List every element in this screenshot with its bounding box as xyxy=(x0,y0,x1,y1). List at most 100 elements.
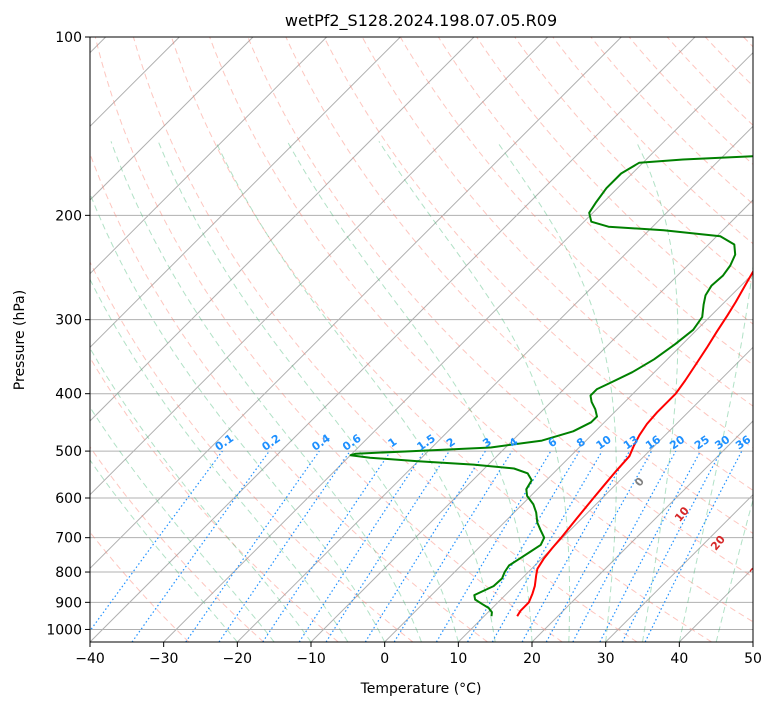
y-tick-label: 600 xyxy=(55,491,82,507)
isotherm-line xyxy=(310,199,753,642)
chart-title: wetPf2_S128.2024.198.07.05.R09 xyxy=(285,11,557,31)
mixing-ratio-line xyxy=(466,450,580,642)
dry-adiabat-line xyxy=(514,37,753,285)
mixing-ratio-line xyxy=(435,450,552,642)
isotherm-line xyxy=(678,567,753,642)
mixing-ratio-line xyxy=(90,450,223,632)
dry-adiabat-line xyxy=(90,260,414,642)
dry-adiabat-line xyxy=(590,37,753,205)
mixing-ratio-label: 16 xyxy=(643,433,663,453)
moist-adiabat-line xyxy=(90,192,386,642)
moist-adiabat-line xyxy=(715,497,753,642)
isotherm-line xyxy=(90,37,549,496)
mixing-ratio-line xyxy=(644,450,743,642)
moist-adiabat-line xyxy=(90,406,275,642)
moist-adiabat-line xyxy=(90,278,349,642)
dry-adiabat-line xyxy=(90,531,190,642)
isotherm-line xyxy=(457,346,753,642)
mixing-ratio-line xyxy=(218,450,351,642)
mixing-ratio-line xyxy=(545,450,653,642)
x-axis-title: Temperature (°C) xyxy=(360,681,482,697)
dry-adiabat-line xyxy=(437,37,753,366)
y-tick-label: 800 xyxy=(55,565,82,581)
moist-adiabat-label: 30 xyxy=(747,559,767,579)
y-tick-label: 700 xyxy=(55,531,82,547)
dry-adiabat-line xyxy=(666,37,753,126)
moist-adiabat-line xyxy=(678,263,753,642)
mixing-ratio-label: 10 xyxy=(594,433,614,453)
isotherm-line xyxy=(605,493,753,642)
isotherm-line xyxy=(531,420,753,642)
x-tick-label: 40 xyxy=(670,651,688,667)
y-axis-title: Pressure (hPa) xyxy=(12,290,28,390)
dry-adiabat-line xyxy=(285,37,753,535)
dry-adiabat-line xyxy=(743,37,753,48)
mixing-ratio-line xyxy=(364,450,486,642)
mixing-ratio-line xyxy=(393,450,513,642)
series-line-0 xyxy=(516,269,753,617)
moist-adiabat-line xyxy=(90,347,312,642)
mixing-ratio-line xyxy=(572,450,677,642)
moist-adiabat-line xyxy=(752,640,753,642)
plot-frame xyxy=(89,36,754,643)
mixing-ratio-label: 1 xyxy=(386,435,400,450)
y-tick-label: 500 xyxy=(55,444,82,460)
isotherm-line xyxy=(90,37,696,642)
dry-adiabat-line xyxy=(247,37,753,578)
mixing-ratio-line xyxy=(185,450,320,642)
mixing-ratio-label: 8 xyxy=(574,435,588,450)
y-tick-label: 100 xyxy=(55,30,82,46)
x-tick-label: 20 xyxy=(523,651,541,667)
mixing-ratio-label: 6 xyxy=(546,435,560,450)
dry-adiabat-line xyxy=(552,37,753,245)
dry-adiabat-line xyxy=(209,37,753,623)
isotherm-line xyxy=(90,37,401,349)
y-tick-label: 300 xyxy=(55,313,82,329)
isotherm-line xyxy=(752,641,753,642)
x-tick-label: −30 xyxy=(149,651,179,667)
y-tick-label: 400 xyxy=(55,387,82,403)
isotherm-line xyxy=(90,37,622,570)
series-line-1 xyxy=(349,155,753,617)
mixing-ratio-label: 0.1 xyxy=(213,432,236,454)
y-tick-label: 200 xyxy=(55,208,82,224)
dry-adiabat-line xyxy=(323,37,753,491)
x-tick-label: −20 xyxy=(223,651,253,667)
mixing-ratio-line xyxy=(599,450,702,642)
moist-adiabat-line xyxy=(90,459,238,642)
dry-adiabat-line xyxy=(94,37,563,642)
moist-adiabat-line xyxy=(496,141,617,642)
y-tick-label: 1000 xyxy=(46,622,82,638)
moist-adiabat-line xyxy=(378,141,571,642)
dry-adiabat-line xyxy=(90,356,339,642)
isotherm-line xyxy=(90,37,254,201)
x-tick-label: −10 xyxy=(296,651,326,667)
dry-adiabat-line xyxy=(132,37,638,642)
dry-adiabat-line xyxy=(90,446,264,642)
dry-adiabat-line xyxy=(171,37,712,642)
moist-adiabat-line xyxy=(157,141,459,642)
mixing-ratio-line xyxy=(131,450,270,642)
x-tick-label: −40 xyxy=(75,651,105,667)
isotherm-line xyxy=(90,37,328,275)
moist-adiabat-line xyxy=(635,141,679,642)
mixing-ratio-label: 0.4 xyxy=(309,432,333,454)
mixing-ratio-label: 0.2 xyxy=(259,432,282,454)
mixing-ratio-label: 2 xyxy=(444,435,458,450)
moist-adiabat-line xyxy=(110,141,422,642)
isotherm-line xyxy=(236,125,753,642)
mixing-ratio-line xyxy=(521,450,631,642)
y-tick-label: 900 xyxy=(55,595,82,611)
mixing-ratio-line xyxy=(262,450,392,642)
moist-adiabat-line xyxy=(286,141,533,642)
x-tick-label: 0 xyxy=(380,651,389,667)
x-tick-label: 30 xyxy=(597,651,615,667)
moist-adiabat-label: 0 xyxy=(632,475,647,489)
x-tick-label: 10 xyxy=(449,651,467,667)
x-tick-label: 50 xyxy=(744,651,762,667)
dry-adiabat-line xyxy=(476,37,753,325)
moist-adiabat-line xyxy=(215,141,496,642)
mixing-ratio-label: 30 xyxy=(712,433,732,453)
mixing-ratio-label: 0.6 xyxy=(340,432,364,454)
